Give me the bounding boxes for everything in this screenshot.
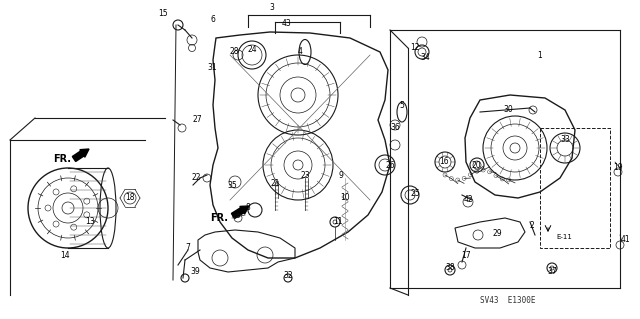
Text: 25: 25 [410,189,420,197]
Text: 42: 42 [463,196,473,204]
Text: 18: 18 [125,194,135,203]
FancyArrow shape [72,149,89,161]
Text: 43: 43 [281,19,291,27]
Text: 41: 41 [620,235,630,244]
Text: 16: 16 [439,158,449,167]
Text: 30: 30 [503,106,513,115]
FancyArrow shape [232,206,249,219]
Text: 5: 5 [399,100,404,109]
Text: 40: 40 [231,211,241,219]
Text: 19: 19 [613,164,623,173]
Text: 35: 35 [227,181,237,189]
Text: 17: 17 [461,250,471,259]
Text: 14: 14 [60,250,70,259]
Text: 36: 36 [390,123,400,132]
Text: 12: 12 [410,43,420,53]
Text: 3: 3 [269,4,275,12]
Text: 24: 24 [247,46,257,55]
Text: 32: 32 [283,271,293,279]
Text: FR.: FR. [210,213,228,223]
Text: 21: 21 [270,179,280,188]
Text: 31: 31 [207,63,217,72]
Text: SV43  E1300E: SV43 E1300E [480,296,536,305]
Text: 37: 37 [547,268,557,277]
Text: 27: 27 [192,115,202,124]
Text: 13: 13 [85,218,95,226]
Text: 10: 10 [340,194,350,203]
Text: 34: 34 [420,54,430,63]
Text: 26: 26 [385,160,395,169]
Text: 1: 1 [538,50,542,60]
Text: 23: 23 [300,170,310,180]
Text: E-11: E-11 [556,234,572,240]
Text: 15: 15 [158,9,168,18]
Text: 29: 29 [492,228,502,238]
Text: 9: 9 [339,170,344,180]
Text: 2: 2 [530,220,534,229]
Text: 4: 4 [298,48,303,56]
Text: 22: 22 [191,174,201,182]
Text: 28: 28 [229,48,239,56]
Text: 39: 39 [190,268,200,277]
Text: FR.: FR. [53,154,71,164]
Text: 20: 20 [471,160,481,169]
Text: 8: 8 [246,203,250,211]
Text: 6: 6 [211,16,216,25]
Text: 33: 33 [560,136,570,145]
Text: 38: 38 [445,263,455,272]
Text: 11: 11 [333,218,343,226]
Text: 7: 7 [186,243,191,253]
